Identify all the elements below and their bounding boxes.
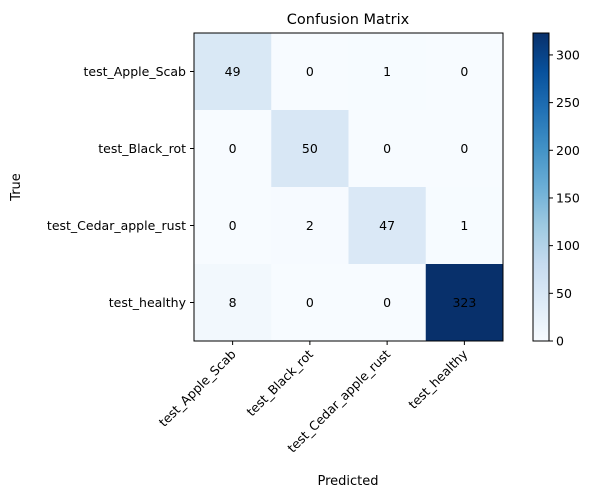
- heatmap-cell: [194, 264, 272, 342]
- colorbar: [532, 32, 550, 342]
- cell-value-label: 1: [383, 64, 391, 79]
- heatmap-cells: 49 0 1 0 0 50 0 0 0 2 47 1 8 0 0 323: [194, 33, 504, 342]
- cell-value-label: 2: [306, 218, 314, 233]
- colorbar-tick-label: 50: [556, 286, 572, 301]
- cell-value-label: 0: [306, 64, 314, 79]
- x-tick-label: test_healthy: [405, 346, 471, 412]
- heatmap-cell: [271, 110, 349, 188]
- y-tick-label: test_Cedar_apple_rust: [47, 218, 186, 233]
- colorbar-tick-label: 250: [556, 95, 580, 110]
- plot-frame: [193, 32, 504, 342]
- x-axis-label: Predicted: [317, 474, 378, 489]
- y-axis-ticks: test_Apple_Scab test_Black_rot test_Cedar_…: [47, 64, 194, 310]
- cell-value-label: 0: [229, 218, 237, 233]
- heatmap-cell: [194, 33, 272, 111]
- heatmap-cell: [271, 187, 349, 265]
- cell-value-label: 49: [225, 64, 241, 79]
- cell-value-label: 8: [229, 295, 237, 310]
- heatmap-cell: [425, 110, 504, 188]
- heatmap-cell: [348, 264, 427, 342]
- heatmap-cell: [425, 187, 504, 265]
- y-axis-label: True: [9, 173, 24, 202]
- x-axis-ticks: test_Apple_Scab test_Black_rottest_Cedar_…: [156, 341, 471, 455]
- cell-value-label: 0: [460, 141, 468, 156]
- heatmap-cell: [348, 187, 427, 265]
- cell-value-label: 1: [460, 218, 468, 233]
- y-tick-label: test_healthy: [109, 295, 187, 310]
- heatmap-cell: [348, 33, 427, 111]
- y-tick-label: test_Apple_Scab: [84, 64, 187, 79]
- heatmap-cell: [194, 110, 272, 188]
- x-tick-label: test_Black_rot: [243, 346, 316, 419]
- cell-value-label: 323: [452, 295, 476, 310]
- cell-value-label: 0: [460, 64, 468, 79]
- colorbar-tick-label: 300: [556, 47, 580, 62]
- cell-value-label: 47: [379, 218, 395, 233]
- cell-value-label: 0: [229, 141, 237, 156]
- y-tick-label: test_Black_rot: [98, 141, 186, 156]
- colorbar-ticks: 0 50 100 150 200 250 300: [549, 47, 580, 349]
- heatmap-cell: [194, 187, 272, 265]
- colorbar-tick-label: 150: [556, 190, 580, 205]
- heatmap-cell: [271, 33, 349, 111]
- cell-value-label: 0: [383, 295, 391, 310]
- colorbar-tick-label: 200: [556, 143, 580, 158]
- colorbar-tick-label: 0: [556, 334, 564, 349]
- heatmap-cell: [425, 33, 504, 111]
- colorbar-tick-label: 100: [556, 238, 580, 253]
- cell-value-label: 0: [306, 295, 314, 310]
- x-tick-label: test_Apple_Scab: [156, 346, 239, 429]
- heatmap-cell: [348, 110, 427, 188]
- cell-value-label: 0: [383, 141, 391, 156]
- heatmap-cell: [425, 264, 504, 342]
- cell-value-label: 50: [302, 141, 318, 156]
- chart-title: Confusion Matrix: [287, 12, 410, 28]
- heatmap-cell: [271, 264, 349, 342]
